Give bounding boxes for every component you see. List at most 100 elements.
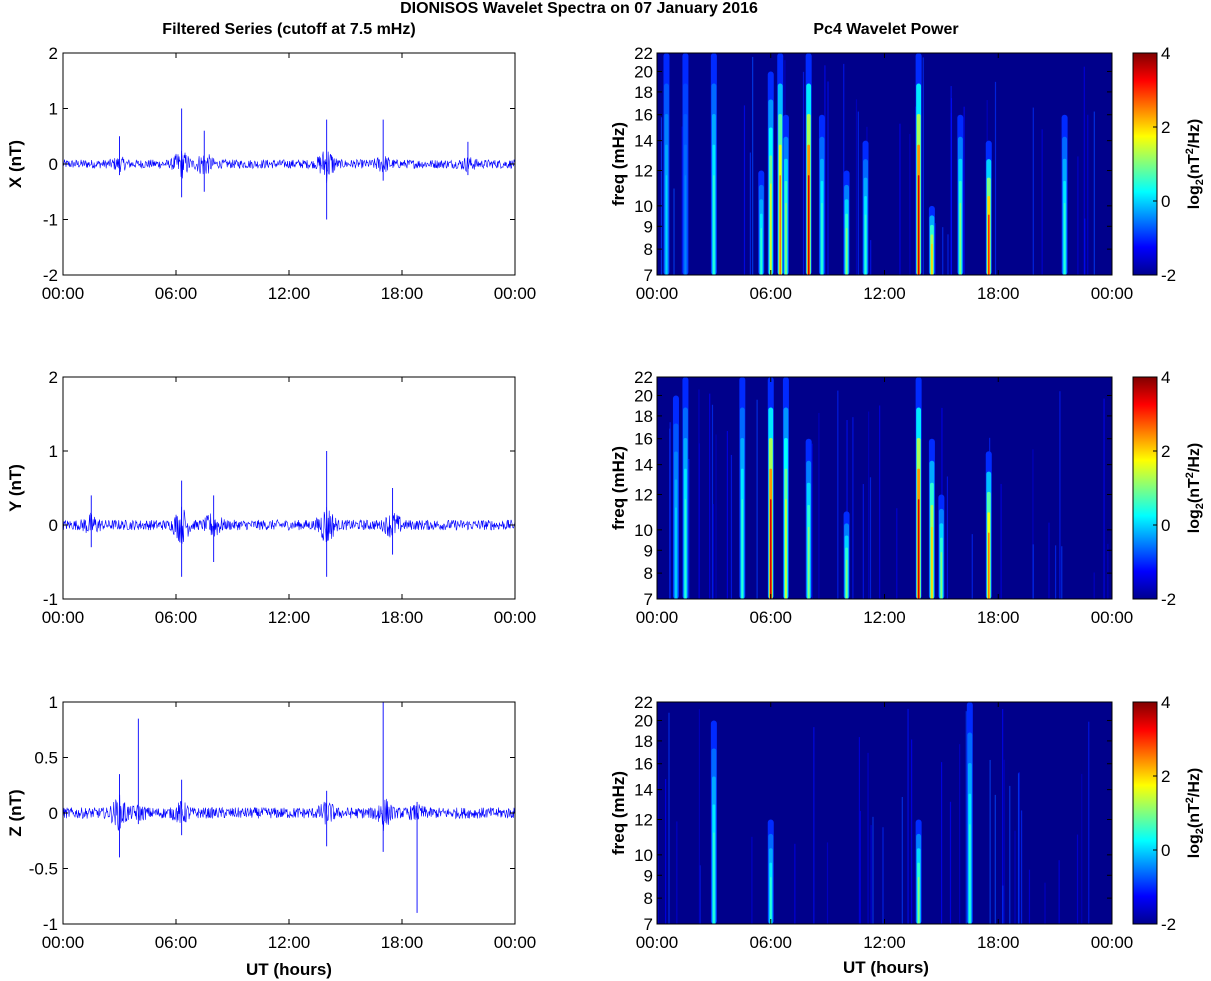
- colorbar-label-part: 2: [1184, 148, 1196, 154]
- heatmap-streak: [785, 499, 787, 599]
- heatmap-faint-streak: [857, 111, 859, 275]
- heatmap-streak: [864, 214, 867, 275]
- colorbar-label-part: /Hz): [1186, 119, 1203, 148]
- y-tick-label: 1: [49, 100, 58, 119]
- heatmap-faint-streak: [1000, 483, 1002, 599]
- y-tick-label: 9: [644, 866, 653, 885]
- heatmap-faint-streak: [730, 454, 733, 599]
- series-trace: [62, 150, 516, 183]
- y-axis-label: Y (nT): [6, 464, 25, 512]
- series-panel-z: 1 0.5 0 -0.5 -1 Z (nT) 00:00 06:00 12:00 18:00 00:…: [6, 693, 536, 952]
- colorbar-label: log2(nT2/Hz): [1184, 119, 1206, 209]
- heatmap-faint-streak: [827, 81, 829, 275]
- x-tick-label: 00:00: [1091, 933, 1134, 952]
- x-tick-label: 06:00: [749, 933, 792, 952]
- heatmap-faint-streak: [882, 827, 884, 924]
- y-tick-label: 16: [634, 755, 653, 774]
- y-tick-label: 7: [644, 266, 653, 285]
- y-tick-label: 16: [634, 106, 653, 125]
- colorbar-gradient: [1132, 701, 1158, 925]
- heatmap-faint-streak: [751, 836, 753, 924]
- colorbar-label-part: 2: [1194, 503, 1206, 509]
- heatmap-faint-streak: [1002, 708, 1004, 924]
- heatmap-streak: [770, 876, 772, 924]
- heatmap-streak: [940, 551, 943, 599]
- colorbar-tick-label: 2: [1161, 118, 1170, 137]
- heatmap-faint-streak: [971, 534, 973, 599]
- figure-title: DIONISOS Wavelet Spectra on 07 January 2…: [400, 0, 758, 17]
- x-tick-label: 00:00: [494, 933, 537, 952]
- heatmap-faint-streak: [802, 71, 805, 275]
- y-tick-label: 18: [634, 83, 653, 102]
- heatmap-faint-streak: [1054, 545, 1057, 599]
- heatmap-faint-streak: [676, 821, 678, 924]
- heatmap-faint-streak: [1020, 810, 1023, 924]
- colorbar-label-part: log: [1186, 185, 1203, 209]
- y-tick-label: 7: [644, 590, 653, 609]
- heatmap-faint-streak: [965, 711, 967, 924]
- heatmap-faint-streak: [949, 801, 952, 924]
- heatmap-streak: [770, 183, 772, 275]
- heatmap-faint-streak: [712, 504, 714, 599]
- colorbar-label-part: 2: [1194, 828, 1206, 834]
- heatmap-faint-streak: [934, 223, 936, 275]
- x-tick-label: 00:00: [494, 284, 537, 303]
- heatmap-streak: [917, 499, 920, 599]
- heatmap-faint-streak: [870, 240, 872, 275]
- heatmap-faint-streak: [872, 816, 874, 924]
- y-axis-label: X (nT): [6, 140, 25, 188]
- heatmap-faint-streak: [940, 762, 943, 924]
- y-tick-label: 10: [634, 846, 653, 865]
- heatmap-background: [657, 53, 1112, 275]
- y-tick-label: 10: [634, 521, 653, 540]
- heatmap-streak: [684, 175, 687, 275]
- left-column-title: Filtered Series (cutoff at 7.5 mHz): [162, 21, 415, 38]
- colorbar-label-part: log: [1186, 509, 1203, 533]
- heatmap-faint-streak: [715, 434, 717, 599]
- heatmap-faint-streak: [1103, 398, 1105, 599]
- heatmap-streak: [845, 559, 848, 599]
- heatmap-streak: [713, 175, 715, 275]
- x-tick-label: 12:00: [863, 284, 906, 303]
- heatmap-faint-streak: [668, 712, 670, 924]
- heatmap-faint-streak: [879, 405, 881, 599]
- heatmap-faint-streak: [1093, 572, 1095, 599]
- y-tick-label: -1: [43, 915, 58, 934]
- heatmap-faint-streak: [1093, 111, 1095, 276]
- heatmap-faint-streak: [1081, 773, 1083, 924]
- x-tick-label: 18:00: [381, 284, 424, 303]
- y-tick-label: 7: [644, 915, 653, 934]
- heatmap-streak: [807, 526, 810, 599]
- heatmap-faint-streak: [907, 708, 909, 924]
- heatmap-faint-streak: [901, 797, 903, 924]
- colorbar-tick-label: 2: [1161, 767, 1170, 786]
- y-tick-label: -0.5: [29, 860, 58, 879]
- heatmap-faint-streak: [837, 390, 839, 599]
- heatmap-faint-streak: [698, 389, 700, 599]
- heatmap-faint-streak: [963, 106, 965, 275]
- colorbar-label-part: /Hz): [1186, 443, 1203, 472]
- heatmap-faint-streak: [899, 123, 901, 275]
- heatmap-streak: [760, 227, 763, 275]
- x-tick-label: 18:00: [977, 933, 1020, 952]
- heatmap-streak: [917, 876, 920, 924]
- colorbar-tick-label: 2: [1161, 442, 1170, 461]
- heatmap-faint-streak: [1077, 156, 1079, 275]
- heatmap-faint-streak: [1032, 544, 1034, 599]
- heatmap-faint-streak: [673, 188, 675, 275]
- heatmap-streak: [917, 175, 920, 275]
- y-tick-label: 0: [49, 516, 58, 535]
- y-tick-label: 0.5: [34, 749, 58, 768]
- x-tick-label: 12:00: [863, 608, 906, 627]
- colorbar-gradient: [1132, 376, 1158, 600]
- x-tick-label: 12:00: [268, 284, 311, 303]
- colorbar-label: log2(nT2/Hz): [1184, 443, 1206, 533]
- plot-area: [63, 377, 515, 599]
- heatmap-faint-streak: [813, 727, 815, 924]
- colorbar-label-part: 2: [1184, 472, 1196, 478]
- y-tick-label: 14: [634, 132, 653, 151]
- x-tick-label: 00:00: [42, 608, 85, 627]
- heatmap-faint-streak: [869, 477, 872, 599]
